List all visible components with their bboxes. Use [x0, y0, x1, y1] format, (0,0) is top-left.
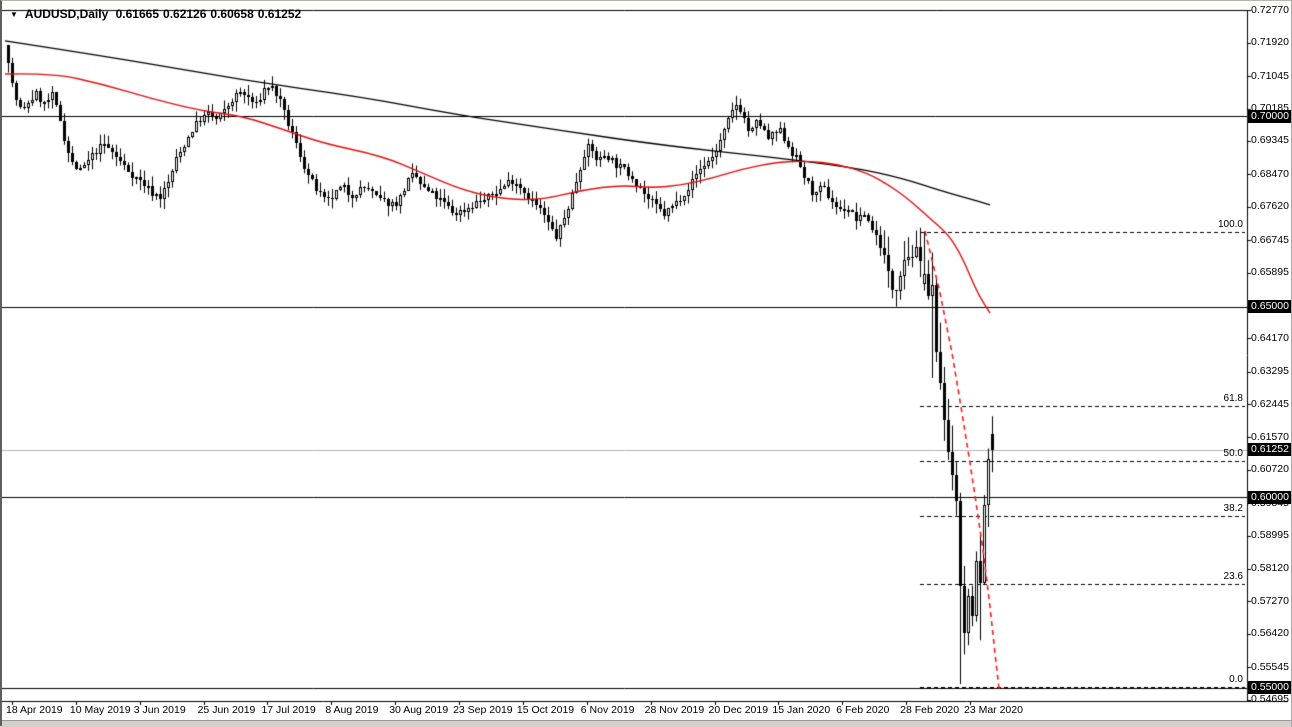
- open-value: 0.61665: [115, 7, 160, 21]
- symbol-timeframe-label: AUDUSD,Daily: [24, 7, 109, 21]
- high-value: 0.62126: [163, 7, 207, 21]
- low-value: 0.60658: [210, 7, 254, 21]
- close-value: 0.61252: [257, 7, 302, 21]
- bottom-strip: [2, 720, 1292, 727]
- dropdown-triangle-icon[interactable]: ▼: [10, 10, 18, 19]
- chart-title: ▼ AUDUSD,Daily 0.61665 0.62126 0.60658 0.612…: [10, 7, 305, 21]
